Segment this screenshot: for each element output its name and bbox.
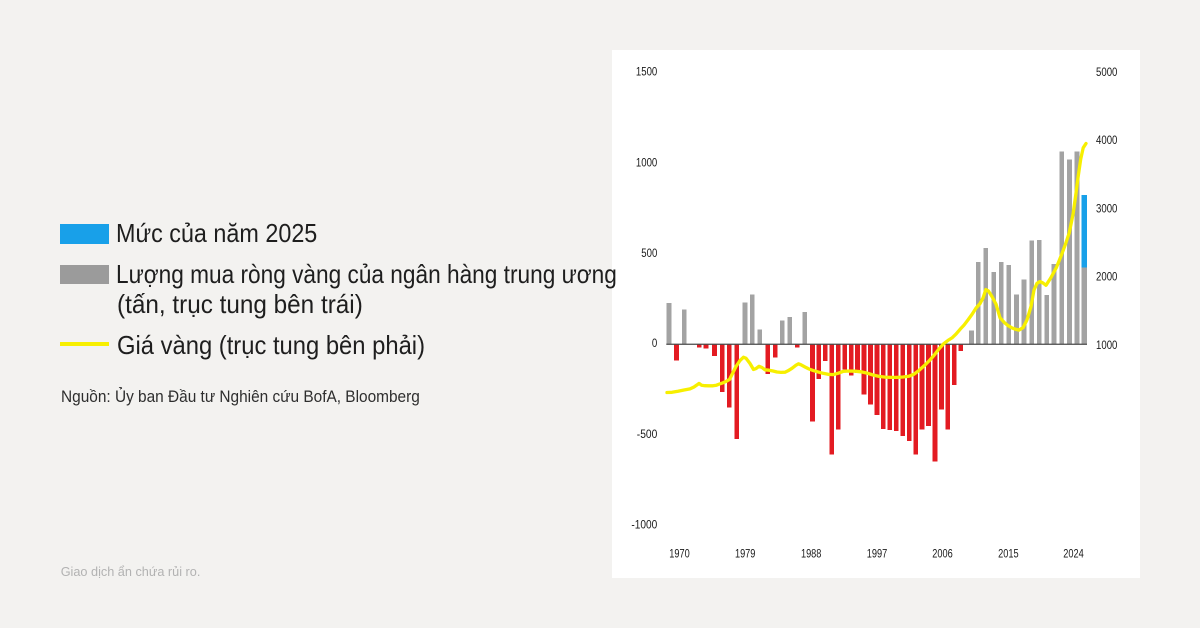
svg-text:3000: 3000 — [1096, 204, 1117, 216]
svg-text:500: 500 — [641, 248, 657, 260]
svg-text:2024: 2024 — [1063, 549, 1084, 561]
svg-text:1500: 1500 — [636, 67, 657, 79]
svg-text:4000: 4000 — [1096, 135, 1117, 147]
svg-text:1000: 1000 — [1096, 340, 1117, 352]
svg-text:5000: 5000 — [1096, 67, 1117, 79]
svg-text:1000: 1000 — [636, 157, 657, 169]
svg-text:-500: -500 — [637, 429, 658, 441]
svg-text:1970: 1970 — [669, 549, 690, 561]
svg-text:0: 0 — [652, 338, 657, 350]
svg-text:1979: 1979 — [735, 549, 756, 561]
svg-text:1997: 1997 — [867, 549, 888, 561]
svg-text:2015: 2015 — [998, 549, 1019, 561]
svg-text:2006: 2006 — [932, 549, 953, 561]
svg-text:-1000: -1000 — [631, 520, 657, 532]
svg-text:2000: 2000 — [1096, 272, 1117, 284]
svg-text:1988: 1988 — [801, 549, 822, 561]
